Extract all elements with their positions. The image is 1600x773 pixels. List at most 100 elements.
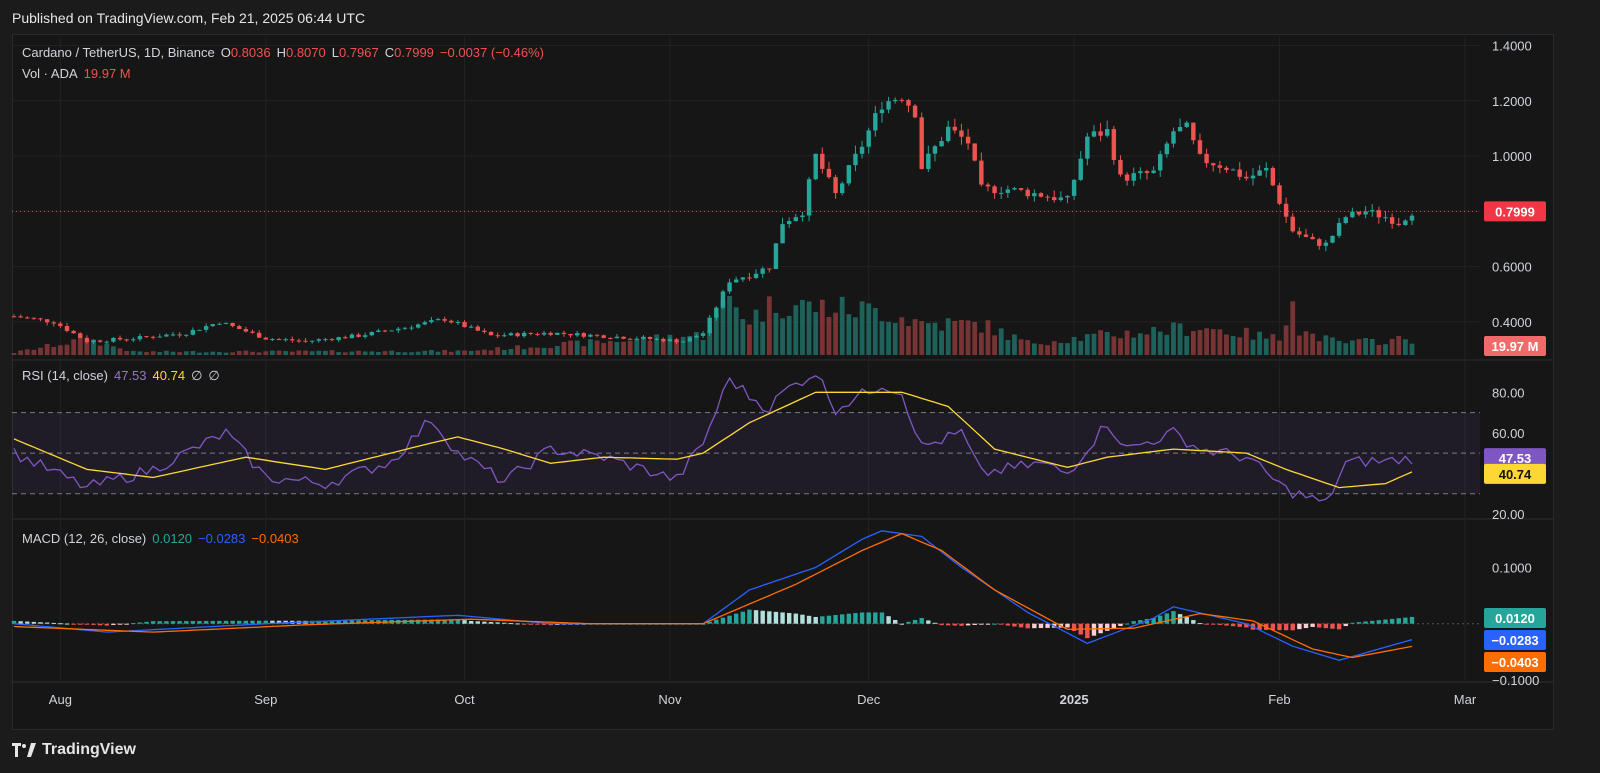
volume-bar (892, 323, 898, 355)
macd-histogram-bar (1370, 620, 1375, 624)
volume-bar (402, 352, 408, 355)
candle-body (1389, 217, 1395, 224)
volume-bar (919, 321, 925, 355)
macd-histogram-bar (362, 620, 368, 624)
candle-body (1184, 122, 1189, 127)
volume-bar (243, 350, 249, 355)
volume-bar (1012, 334, 1017, 355)
macd-hist-value: 0.0120 (152, 531, 193, 546)
macd-histogram-bar (773, 611, 779, 624)
candle-body (733, 279, 739, 283)
candle-body (1370, 210, 1375, 212)
volume-bar (329, 350, 335, 355)
volume-bar (521, 349, 527, 355)
volume-bar (1290, 301, 1296, 355)
macd-histogram-bar (1065, 623, 1070, 628)
volume-bar (448, 351, 454, 355)
candle-body (415, 324, 421, 328)
candle-body (1191, 122, 1196, 141)
candle-body (1144, 171, 1150, 174)
candle-body (972, 143, 977, 161)
volume-bar (515, 345, 520, 355)
volume-bar (1310, 333, 1316, 355)
candle-body (64, 326, 70, 331)
rsi-legend[interactable]: RSI (14, close) 47.53 40.74 ∅ ∅ (22, 368, 226, 384)
volume-bar (740, 319, 746, 355)
volume-bar (1045, 345, 1050, 355)
macd-histogram-bar (793, 613, 799, 624)
macd-histogram-bar (203, 620, 209, 624)
volume-bar (713, 312, 719, 355)
volume-bar (641, 336, 646, 355)
volume-bar (700, 339, 706, 355)
symbol-label[interactable]: Cardano / TetherUS, 1D, Binance (22, 45, 215, 60)
volume-bar (879, 321, 885, 355)
candle-body (826, 168, 832, 178)
candle-body (965, 136, 971, 144)
candle-body (362, 335, 368, 337)
volume-bar (687, 335, 693, 355)
volume-bar (210, 351, 216, 355)
macd-histogram-bar (946, 623, 951, 626)
footer-brand[interactable]: TradingView (12, 741, 136, 759)
macd-histogram-bar (1336, 623, 1342, 630)
macd-histogram-bar (820, 616, 825, 624)
volume-bar (1111, 336, 1117, 355)
macd-histogram-bar (435, 619, 441, 624)
rsi-ma-badge: 40.74 (1499, 467, 1532, 482)
macd-histogram-bar (422, 619, 427, 624)
rsi-label: RSI (14, close) (22, 368, 108, 383)
candle-body (1058, 197, 1064, 201)
volume-bar (747, 324, 752, 355)
candle-body (793, 217, 799, 222)
candle-body (714, 307, 719, 318)
main-legend[interactable]: Cardano / TetherUS, 1D, Binance O0.8036 H0… (22, 45, 550, 60)
volume-bar (654, 334, 660, 355)
macd-histogram-bar (11, 620, 17, 624)
macd-histogram-bar (1356, 622, 1362, 624)
candle-body (1065, 195, 1070, 198)
volume-bar (806, 301, 812, 355)
macd-histogram-bar (1350, 622, 1355, 624)
volume-bar (872, 308, 878, 355)
volume-bar (316, 350, 322, 355)
candle-body (97, 340, 103, 342)
macd-histogram-bar (1038, 623, 1044, 629)
macd-legend[interactable]: MACD (12, 26, close) 0.0120 −0.0283 −0.0403 (22, 531, 305, 546)
candle-body (442, 319, 447, 321)
macd-histogram-bar (276, 620, 282, 624)
macd-histogram-bar (985, 623, 991, 625)
macd-histogram-bar (1124, 623, 1130, 625)
last-price-badge-bg (1484, 201, 1546, 222)
volume-bar (780, 318, 785, 355)
volume-legend[interactable]: Vol · ADA 19.97 M (22, 66, 137, 81)
candle-body (767, 268, 772, 270)
volume-bar (1396, 336, 1402, 355)
candle-body (548, 332, 553, 335)
candle-body (641, 336, 646, 339)
volume-bar (250, 351, 255, 355)
candle-body (899, 99, 905, 101)
candle-body (621, 336, 626, 339)
candle-body (985, 184, 991, 187)
candle-body (336, 337, 341, 341)
volume-bar (475, 350, 481, 355)
macd-histogram-bar (91, 623, 96, 625)
macd-histogram-bar (449, 619, 454, 624)
volume-bar (495, 347, 501, 355)
volume-bar (554, 345, 560, 355)
candle-body (1264, 167, 1269, 171)
candle-body (979, 160, 984, 185)
macd-histogram-bar (230, 620, 235, 624)
volume-bar (323, 350, 328, 355)
rsi-ma-value: 40.74 (152, 368, 186, 383)
volume-bar (296, 350, 302, 355)
volume-bar (1151, 326, 1156, 355)
macd-histogram-bar (131, 623, 136, 625)
rsi-tick-label: 20.00 (1492, 507, 1525, 522)
macd-histogram-bar (753, 610, 759, 624)
volume-bar (256, 352, 262, 355)
volume-bar (395, 352, 401, 355)
volume-bar (31, 349, 37, 355)
